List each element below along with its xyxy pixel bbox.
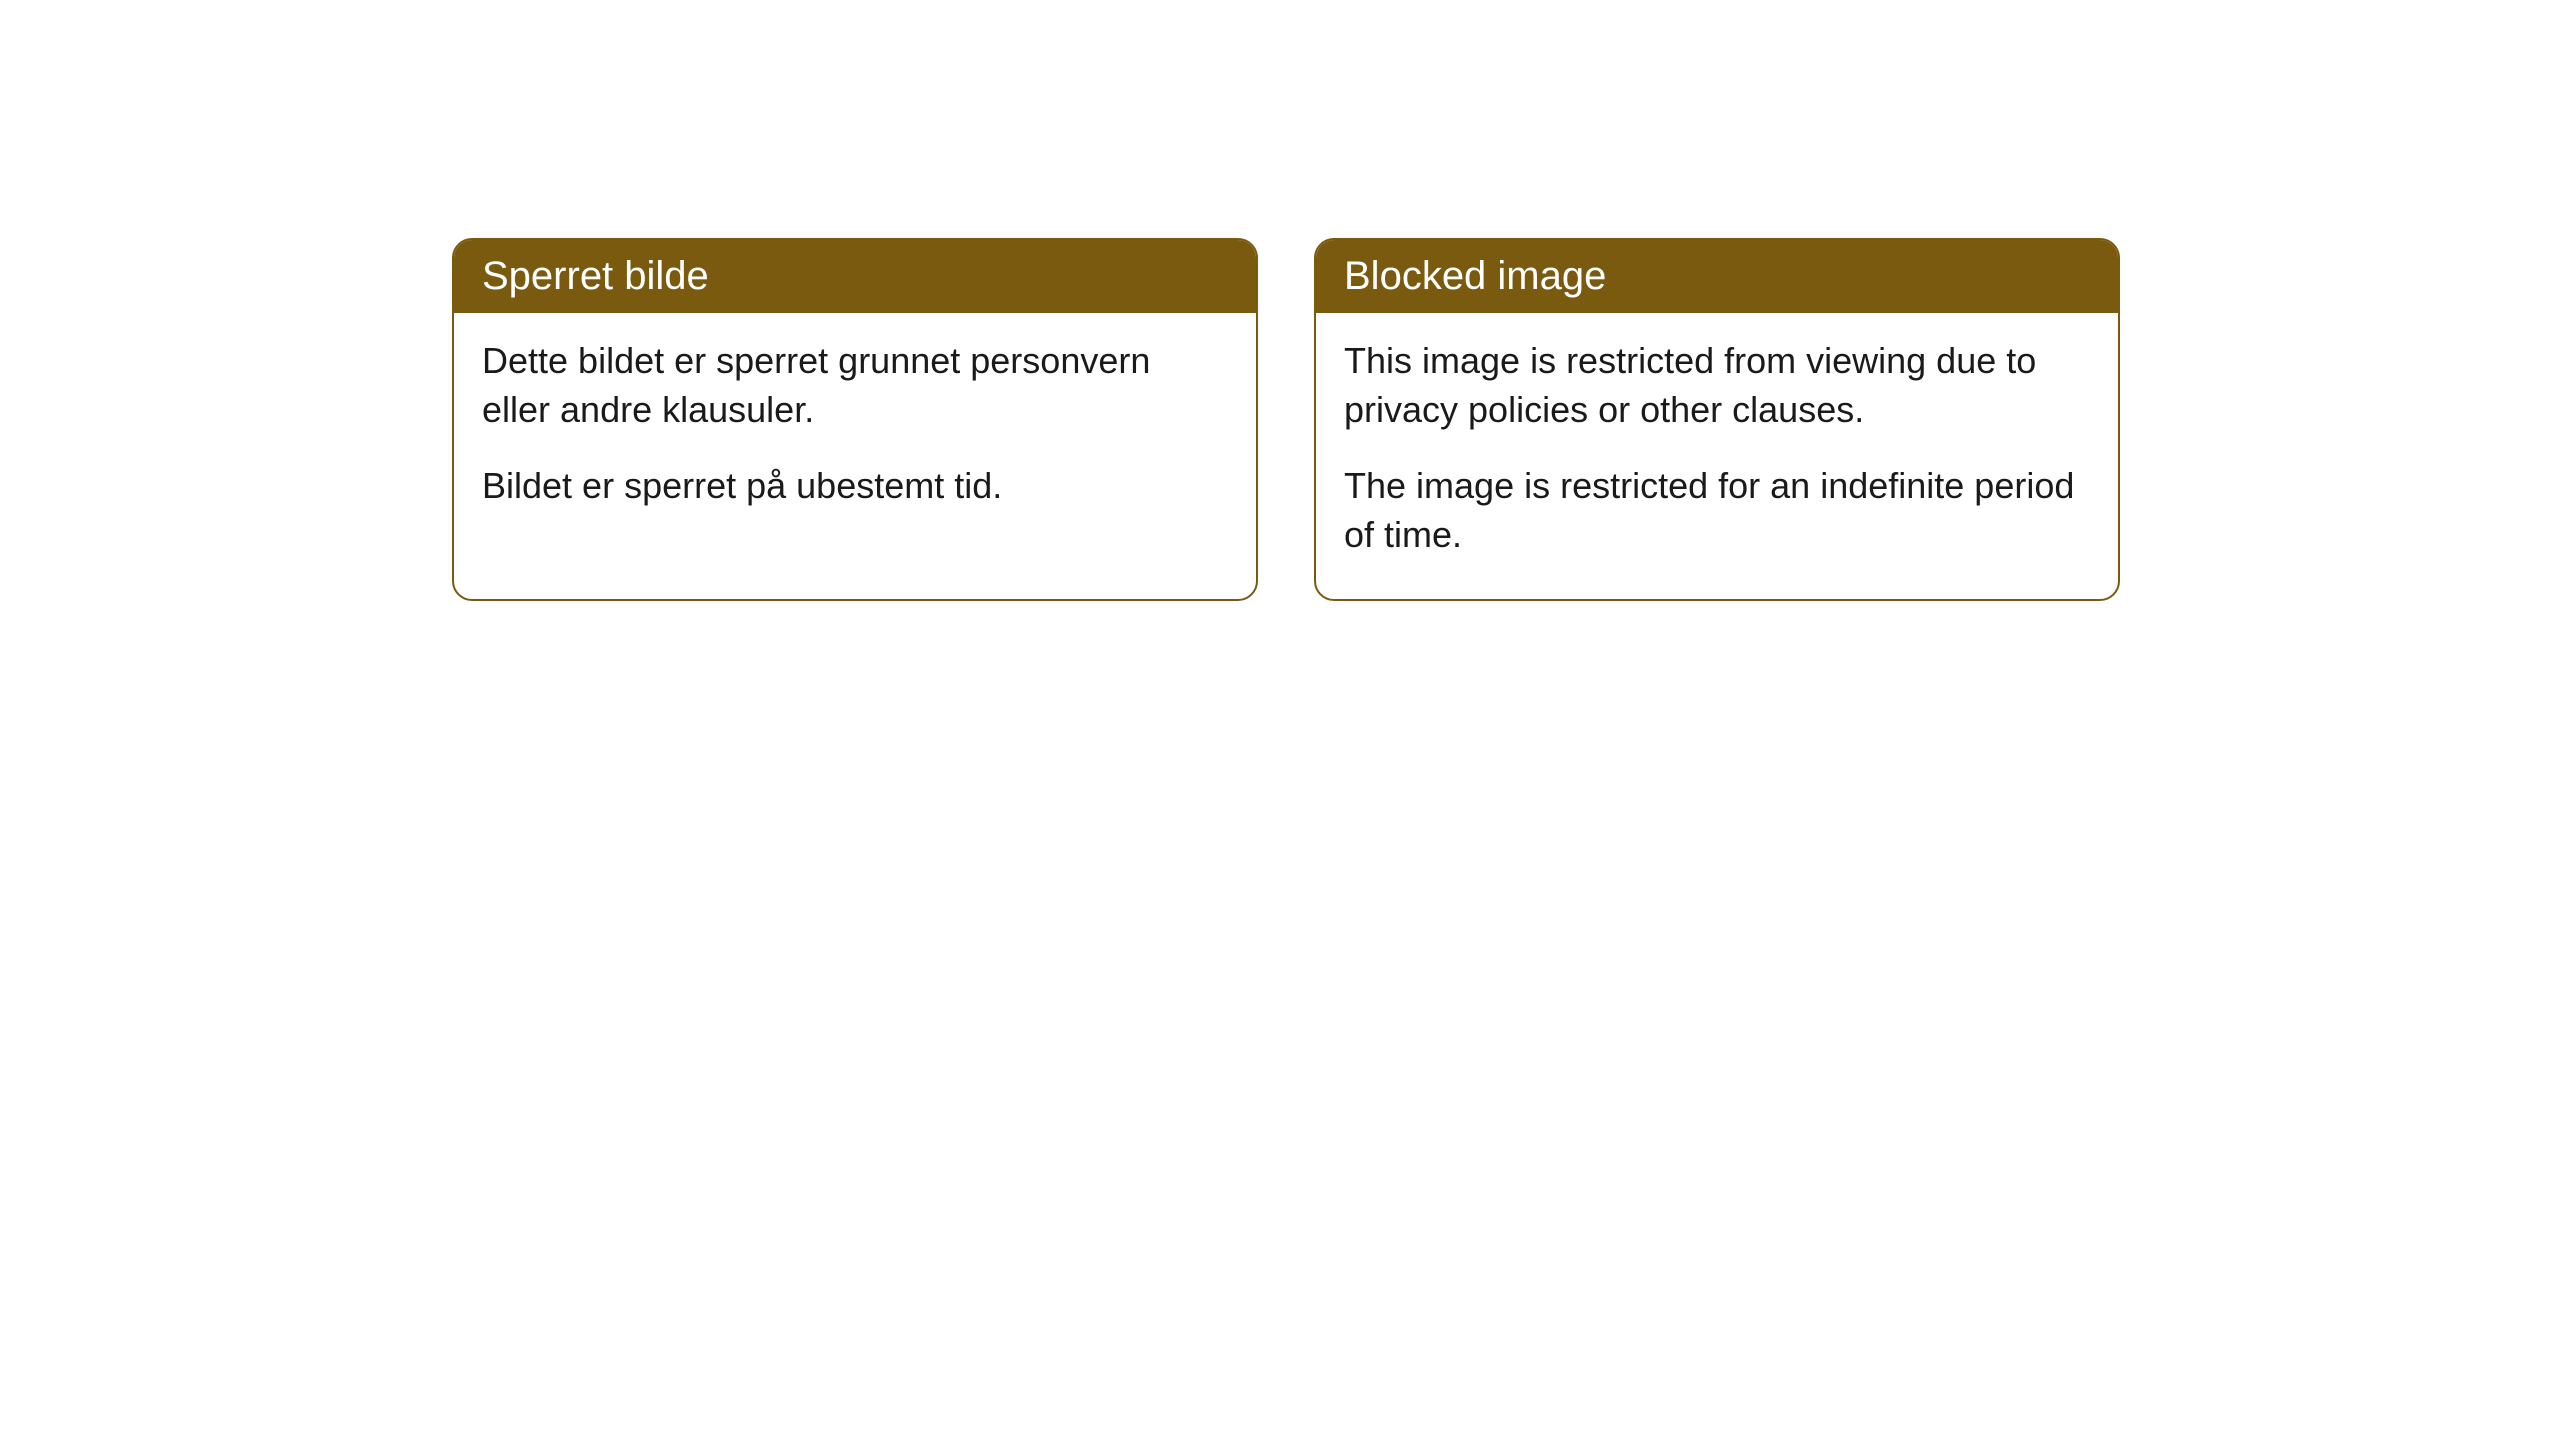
card-body-norwegian: Dette bildet er sperret grunnet personve…: [454, 313, 1256, 551]
card-header-english: Blocked image: [1316, 240, 2118, 313]
card-paragraph: This image is restricted from viewing du…: [1344, 337, 2090, 434]
card-title: Sperret bilde: [482, 254, 709, 298]
card-header-norwegian: Sperret bilde: [454, 240, 1256, 313]
card-paragraph: Bildet er sperret på ubestemt tid.: [482, 462, 1228, 511]
card-body-english: This image is restricted from viewing du…: [1316, 313, 2118, 599]
notice-card-norwegian: Sperret bilde Dette bildet er sperret gr…: [452, 238, 1258, 601]
notice-card-english: Blocked image This image is restricted f…: [1314, 238, 2120, 601]
card-title: Blocked image: [1344, 254, 1606, 298]
card-paragraph: The image is restricted for an indefinit…: [1344, 462, 2090, 559]
notice-cards-container: Sperret bilde Dette bildet er sperret gr…: [452, 238, 2120, 601]
card-paragraph: Dette bildet er sperret grunnet personve…: [482, 337, 1228, 434]
